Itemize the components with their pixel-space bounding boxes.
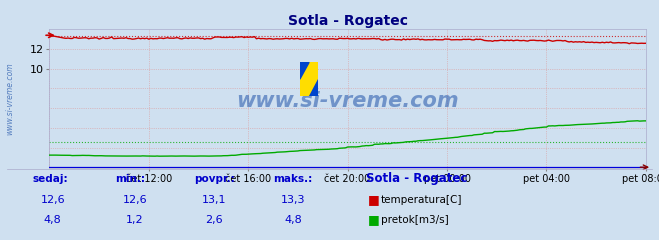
- Polygon shape: [309, 79, 318, 96]
- Text: 2,6: 2,6: [206, 215, 223, 225]
- Polygon shape: [300, 62, 318, 96]
- Text: www.si-vreme.com: www.si-vreme.com: [237, 91, 459, 111]
- Text: 13,1: 13,1: [202, 195, 227, 205]
- Text: ■: ■: [368, 193, 380, 206]
- Text: maks.:: maks.:: [273, 174, 313, 184]
- Text: sedaj:: sedaj:: [33, 174, 69, 184]
- Title: Sotla - Rogatec: Sotla - Rogatec: [287, 14, 408, 28]
- Text: 12,6: 12,6: [123, 195, 148, 205]
- Text: 4,8: 4,8: [285, 215, 302, 225]
- Text: ■: ■: [368, 213, 380, 226]
- Polygon shape: [300, 62, 309, 79]
- Text: povpr.:: povpr.:: [194, 174, 235, 184]
- Text: 12,6: 12,6: [40, 195, 65, 205]
- Text: 13,3: 13,3: [281, 195, 306, 205]
- Text: Sotla - Rogatec: Sotla - Rogatec: [366, 172, 467, 185]
- Text: www.si-vreme.com: www.si-vreme.com: [5, 62, 14, 135]
- Text: 4,8: 4,8: [44, 215, 61, 225]
- Text: temperatura[C]: temperatura[C]: [381, 195, 463, 205]
- Text: 1,2: 1,2: [127, 215, 144, 225]
- Text: pretok[m3/s]: pretok[m3/s]: [381, 215, 449, 225]
- Text: min.:: min.:: [115, 174, 146, 184]
